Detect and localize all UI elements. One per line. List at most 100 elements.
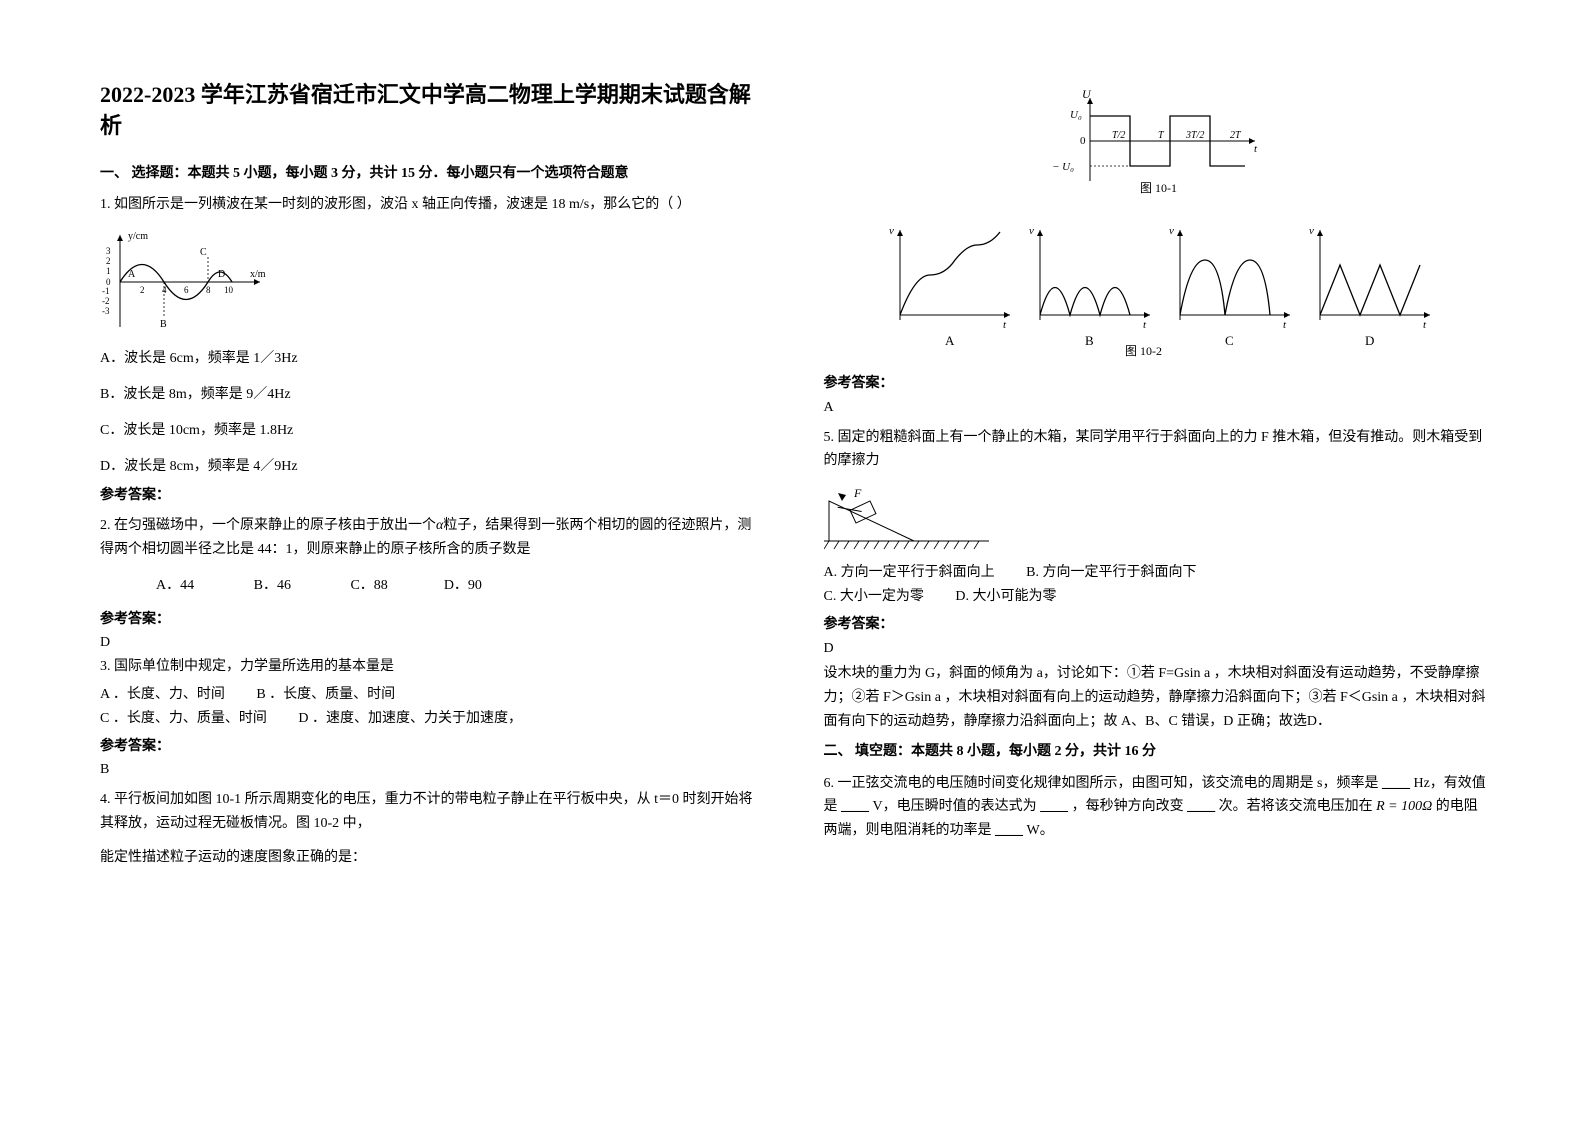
svg-text:T: T xyxy=(1158,130,1165,141)
q1-optD: D．波长是 8cm，频率是 4／9Hz xyxy=(100,455,764,479)
svg-text:2: 2 xyxy=(140,285,145,295)
q5-optC: C. 大小一定为零 xyxy=(824,585,924,609)
q2-ans-head: 参考答案： xyxy=(100,608,764,632)
svg-text:C: C xyxy=(1225,333,1234,348)
svg-text:B: B xyxy=(1085,333,1094,348)
svg-text:v: v xyxy=(889,225,894,237)
q5-optD: D. 大小可能为零 xyxy=(955,585,1056,609)
q5-ans-head: 参考答案： xyxy=(824,613,1488,637)
q5-stem: 5. 固定的粗糙斜面上有一个静止的木箱，某同学用平行于斜面向上的力 F 推木箱，… xyxy=(824,426,1488,474)
fig10-2-caption: 图 10-2 xyxy=(1125,344,1162,358)
q5-opts-row2: C. 大小一定为零 D. 大小可能为零 xyxy=(824,585,1488,609)
svg-text:t: t xyxy=(1143,319,1147,331)
q2-optB: B．46 xyxy=(226,574,291,598)
page: 2022-2023 学年江苏省宿迁市汇文中学高二物理上学期期末试题含解析 一、 … xyxy=(0,0,1587,1122)
q1-xlab: x/m xyxy=(250,269,266,280)
svg-text:-3: -3 xyxy=(102,306,110,316)
q5-figure: F xyxy=(824,483,1488,553)
q1-optB: B．波长是 8m，频率是 9／4Hz xyxy=(100,383,764,407)
q6-blank3 xyxy=(1040,799,1068,814)
q3-opts-row1: A ．长度、力、时间 B ．长度、质量、时间 xyxy=(100,683,764,707)
q5-force-label: F xyxy=(853,486,862,500)
q6-e: 次。若将该交流电压加在 xyxy=(1219,799,1373,814)
q6-g: W。 xyxy=(1027,823,1054,838)
q4-ans-head: 参考答案： xyxy=(824,372,1488,396)
svg-text:10: 10 xyxy=(224,285,234,295)
q3-stem: 3. 国际单位制中规定，力学量所选用的基本量是 xyxy=(100,655,764,679)
q2-optA: A．44 xyxy=(128,574,194,598)
q5-optB: B. 方向一定平行于斜面向下 xyxy=(1026,561,1196,585)
q6-R: R = 100Ω xyxy=(1376,799,1432,814)
q2-ans: D xyxy=(100,631,764,655)
q3-optB: B ．长度、质量、时间 xyxy=(256,683,395,707)
q3-optA: A ．长度、力、时间 xyxy=(100,683,225,707)
q1-optC: C．波长是 10cm，频率是 1.8Hz xyxy=(100,419,764,443)
q1-optA: A．波长是 6cm，频率是 1／3Hz xyxy=(100,347,764,371)
q4-ans: A xyxy=(824,396,1488,420)
q6-blank4: ____ xyxy=(1187,799,1215,814)
q5-explanation: 设木块的重力为 G，斜面的倾角为 a，讨论如下：①若 F=Gsin a ，木块相… xyxy=(824,662,1488,733)
right-column: U U₀ 0 − U₀ T/2 T 3T/2 2T t 图 10-1 xyxy=(824,80,1488,1082)
svg-text:2: 2 xyxy=(106,256,111,266)
q6-c: V，电压瞬时值的表达式为 xyxy=(873,799,1037,814)
svg-text:D: D xyxy=(1365,333,1374,348)
svg-text:6: 6 xyxy=(184,285,189,295)
svg-text:A: A xyxy=(128,269,136,280)
fig10-1-caption: 图 10-1 xyxy=(1140,181,1177,195)
q6-blank5: ____ xyxy=(995,823,1023,838)
svg-text:t: t xyxy=(1003,319,1007,331)
svg-text:v: v xyxy=(1169,225,1174,237)
fig-10-1: U U₀ 0 − U₀ T/2 T 3T/2 2T t 图 10-1 xyxy=(1040,86,1270,196)
q3-optC: C ．长度、力、质量、时间 xyxy=(100,707,267,731)
svg-text:8: 8 xyxy=(206,285,211,295)
q4-stem: 4. 平行板间加如图 10-1 所示周期变化的电压，重力不计的带电粒子静止在平行… xyxy=(100,788,764,836)
q5-ans: D xyxy=(824,637,1488,661)
doc-title: 2022-2023 学年江苏省宿迁市汇文中学高二物理上学期期末试题含解析 xyxy=(100,80,764,142)
q6-a: 6. 一正弦交流电的电压随时间变化规律如图所示，由图可知，该交流电的周期是 s，… xyxy=(824,776,1379,791)
q5-opts-row1: A. 方向一定平行于斜面向上 B. 方向一定平行于斜面向下 xyxy=(824,561,1488,585)
svg-text:D: D xyxy=(218,269,225,280)
q2-options: A．44 B．46 C．88 D．90 xyxy=(100,574,764,598)
svg-text:2T: 2T xyxy=(1230,130,1242,141)
svg-text:v: v xyxy=(1309,225,1314,237)
q6-stem: 6. 一正弦交流电的电压随时间变化规律如图所示，由图可知，该交流电的周期是 s，… xyxy=(824,772,1488,843)
q3-opts-row2: C ．长度、力、质量、时间 D ．速度、加速度、力关于加速度， xyxy=(100,707,764,731)
svg-text:0: 0 xyxy=(1080,135,1086,147)
svg-text:t: t xyxy=(1254,143,1258,155)
svg-text:-1: -1 xyxy=(102,286,110,296)
q3-optD: D ．速度、加速度、力关于加速度， xyxy=(298,707,522,731)
q3-ans-head: 参考答案： xyxy=(100,735,764,759)
q1-ylab: y/cm xyxy=(128,231,148,242)
q2-optD: D．90 xyxy=(416,574,482,598)
q6-blank1: ____ xyxy=(1382,776,1410,791)
q1-stem: 1. 如图所示是一列横波在某一时刻的波形图，波沿 x 轴正向传播，波速是 18 … xyxy=(100,193,764,217)
svg-text:A: A xyxy=(945,333,955,348)
q6-d: ，每秒钟方向改变 xyxy=(1072,799,1184,814)
section2-heading: 二、 填空题：本题共 8 小题，每小题 2 分，共计 16 分 xyxy=(824,740,1488,764)
q2-optC: C．88 xyxy=(322,574,387,598)
svg-text:3T/2: 3T/2 xyxy=(1185,130,1204,141)
left-column: 2022-2023 学年江苏省宿迁市汇文中学高二物理上学期期末试题含解析 一、 … xyxy=(100,80,764,1082)
q5-optA: A. 方向一定平行于斜面向上 xyxy=(824,561,995,585)
q3-ans: B xyxy=(100,758,764,782)
svg-text:B: B xyxy=(160,319,167,330)
svg-text:− U₀: − U₀ xyxy=(1052,161,1074,173)
svg-text:3: 3 xyxy=(106,246,111,256)
q1-figure: y/cm x/m 3 2 1 0 -1 -2 -3 2 4 6 8 10 xyxy=(100,227,764,337)
svg-text:t: t xyxy=(1423,319,1427,331)
svg-text:t: t xyxy=(1283,319,1287,331)
svg-text:v: v xyxy=(1029,225,1034,237)
fig-10-2: v t A v t B xyxy=(875,210,1435,360)
q2-stem-a: 2. 在匀强磁场中，一个原来静止的原子核由于放出一个 xyxy=(100,518,436,533)
q6-blank2: ____ xyxy=(841,799,869,814)
svg-text:1: 1 xyxy=(106,266,111,276)
section1-heading: 一、 选择题：本题共 5 小题，每小题 3 分，共计 15 分．每小题只有一个选… xyxy=(100,162,764,186)
svg-text:U: U xyxy=(1082,87,1092,101)
svg-text:T/2: T/2 xyxy=(1112,130,1125,141)
q4-tail: 能定性描述粒子运动的速度图象正确的是： xyxy=(100,846,764,870)
q1-ans-head: 参考答案： xyxy=(100,484,764,508)
svg-text:-2: -2 xyxy=(102,296,110,306)
svg-text:U₀: U₀ xyxy=(1070,109,1082,121)
svg-text:C: C xyxy=(200,247,207,258)
q2-stem: 2. 在匀强磁场中，一个原来静止的原子核由于放出一个α粒子，结果得到一张两个相切… xyxy=(100,514,764,562)
